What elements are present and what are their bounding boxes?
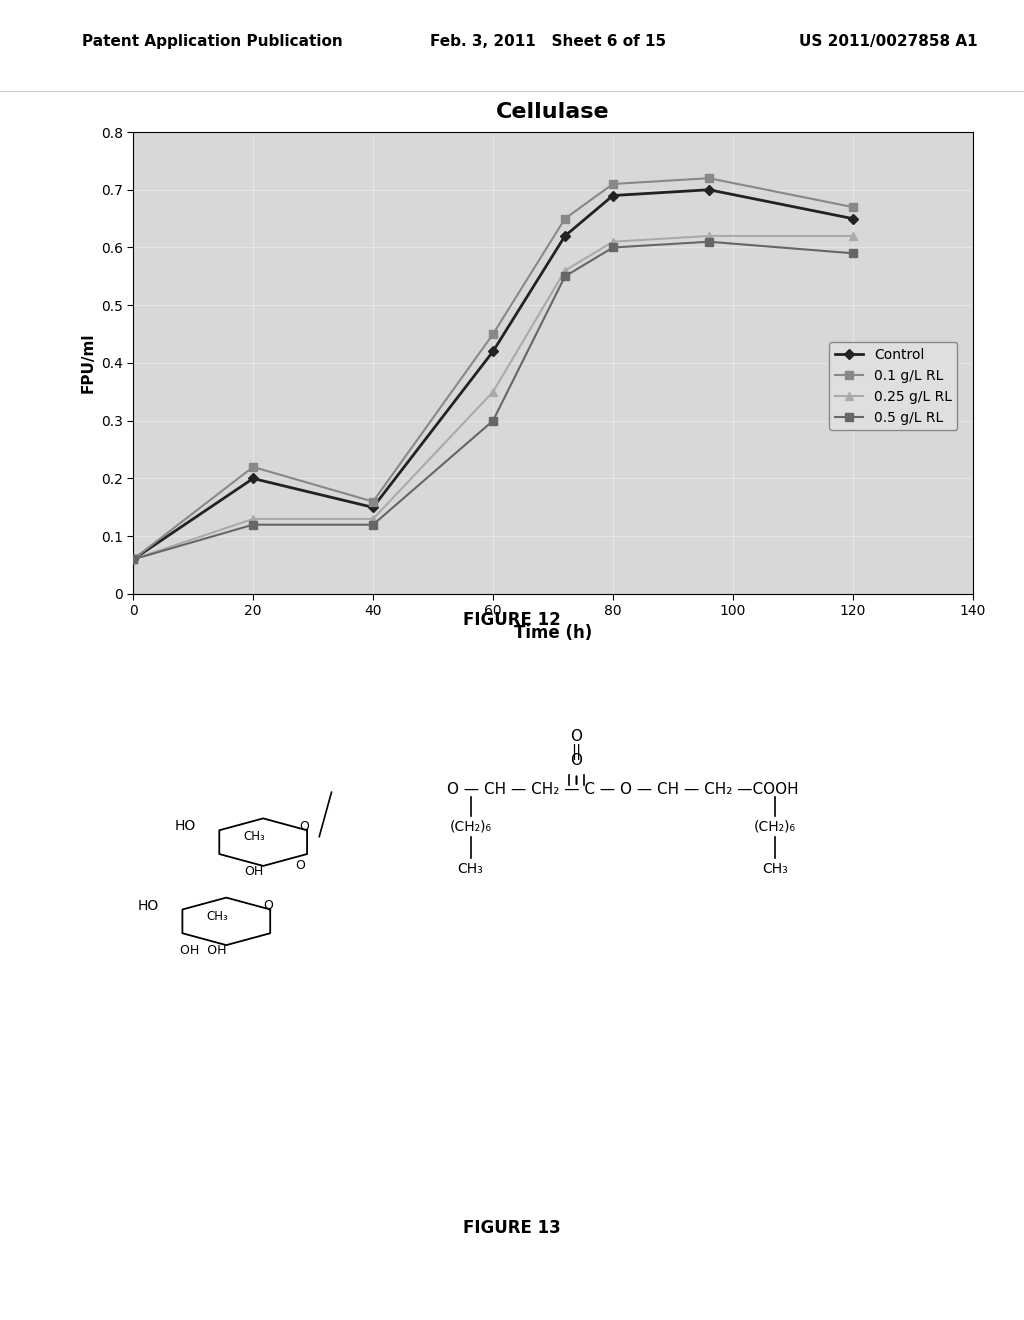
Control: [367, 499, 379, 515]
Text: O: O: [300, 820, 309, 833]
0.25 g/L RL: [847, 228, 859, 244]
Control: [702, 182, 715, 198]
Text: US 2011/0027858 A1: US 2011/0027858 A1: [799, 34, 977, 49]
0.25 g/L RL: [247, 511, 259, 527]
Line: 0.1 g/L RL: 0.1 g/L RL: [129, 174, 857, 564]
Y-axis label: FPU/ml: FPU/ml: [80, 333, 95, 393]
Control: [127, 552, 139, 568]
0.1 g/L RL: [486, 326, 499, 342]
Text: CH₃: CH₃: [762, 862, 787, 875]
Text: O: O: [263, 899, 272, 912]
0.5 g/L RL: [847, 246, 859, 261]
Text: (CH₂)₆: (CH₂)₆: [754, 820, 796, 833]
X-axis label: Time (h): Time (h): [514, 624, 592, 642]
Text: Feb. 3, 2011   Sheet 6 of 15: Feb. 3, 2011 Sheet 6 of 15: [430, 34, 667, 49]
0.25 g/L RL: [127, 552, 139, 568]
0.1 g/L RL: [607, 176, 620, 191]
0.5 g/L RL: [486, 413, 499, 429]
0.25 g/L RL: [367, 511, 379, 527]
Title: Cellulase: Cellulase: [497, 102, 609, 123]
0.1 g/L RL: [847, 199, 859, 215]
Text: ||: ||: [571, 744, 582, 760]
Line: 0.25 g/L RL: 0.25 g/L RL: [129, 232, 857, 564]
Text: CH₃: CH₃: [458, 862, 483, 875]
0.5 g/L RL: [559, 268, 571, 284]
Control: [607, 187, 620, 203]
0.1 g/L RL: [559, 211, 571, 227]
Text: O — CH — CH₂ — C — O — CH — CH₂ —COOH: O — CH — CH₂ — C — O — CH — CH₂ —COOH: [446, 781, 799, 797]
Text: O: O: [570, 752, 583, 768]
0.5 g/L RL: [247, 516, 259, 532]
0.25 g/L RL: [607, 234, 620, 249]
Line: 0.5 g/L RL: 0.5 g/L RL: [129, 238, 857, 564]
0.1 g/L RL: [127, 552, 139, 568]
0.25 g/L RL: [486, 384, 499, 400]
Text: CH₃: CH₃: [243, 830, 265, 843]
Text: CH₃: CH₃: [206, 909, 228, 923]
0.25 g/L RL: [559, 263, 571, 279]
0.5 g/L RL: [702, 234, 715, 249]
Text: OH  OH: OH OH: [180, 944, 226, 957]
Line: Control: Control: [130, 186, 856, 562]
0.1 g/L RL: [247, 459, 259, 475]
Text: O: O: [570, 729, 583, 744]
0.1 g/L RL: [367, 494, 379, 510]
Text: HO: HO: [137, 899, 159, 912]
0.5 g/L RL: [127, 552, 139, 568]
Text: O: O: [295, 859, 305, 873]
Control: [559, 228, 571, 244]
Control: [247, 470, 259, 486]
Text: HO: HO: [174, 820, 196, 833]
Control: [847, 211, 859, 227]
Control: [486, 343, 499, 359]
0.5 g/L RL: [367, 516, 379, 532]
Legend: Control, 0.1 g/L RL, 0.25 g/L RL, 0.5 g/L RL: Control, 0.1 g/L RL, 0.25 g/L RL, 0.5 g/…: [829, 342, 957, 430]
Text: Patent Application Publication: Patent Application Publication: [82, 34, 343, 49]
Text: (CH₂)₆: (CH₂)₆: [450, 820, 492, 833]
0.1 g/L RL: [702, 170, 715, 186]
Text: FIGURE 13: FIGURE 13: [463, 1218, 561, 1237]
0.5 g/L RL: [607, 240, 620, 256]
Text: FIGURE 12: FIGURE 12: [463, 611, 561, 630]
Text: OH: OH: [245, 865, 263, 878]
0.25 g/L RL: [702, 228, 715, 244]
